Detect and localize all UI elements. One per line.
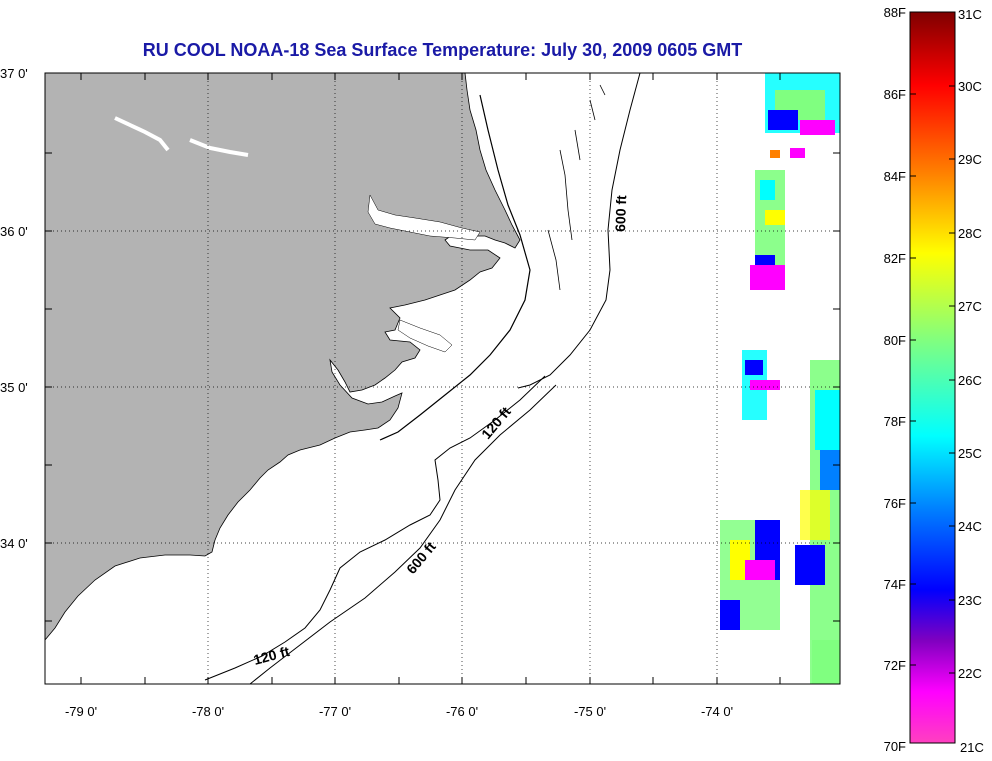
colorbar-f-label: 82F	[884, 251, 906, 266]
sandbars	[547, 84, 606, 291]
colorbar-f-label: 70F	[884, 739, 906, 754]
lat-tick-label: 36 0'	[0, 224, 28, 239]
axis-ticks	[45, 73, 840, 684]
colorbar-f-label: 88F	[884, 5, 906, 20]
contour-600ft-line-south	[249, 384, 557, 684]
colorbar	[909, 11, 956, 744]
river-upper	[114, 116, 249, 157]
colorbar-c-label: 30C	[958, 79, 982, 94]
lon-tick-label: -76 0'	[446, 704, 478, 719]
lon-tick-label: -79 0'	[65, 704, 97, 719]
colorbar-f-label: 80F	[884, 333, 906, 348]
contour-120ft-line	[204, 375, 546, 681]
map-title: RU COOL NOAA-18 Sea Surface Temperature:…	[142, 40, 743, 60]
sst-swath	[720, 73, 840, 684]
colorbar-c-label: 21C	[960, 740, 984, 755]
inland-water	[367, 194, 481, 241]
colorbar-c-label: 29C	[958, 152, 982, 167]
land-mass	[45, 73, 521, 641]
map-grid	[45, 73, 840, 684]
lon-tick-label: -74 0'	[701, 704, 733, 719]
contour-label-600ft-north: 600 ft	[612, 195, 629, 232]
plot-frame	[44, 72, 841, 685]
colorbar-c-label: 22C	[958, 666, 982, 681]
lat-tick-label: 34 0'	[0, 536, 28, 551]
colorbar-f-label: 86F	[884, 87, 906, 102]
contour-600ft-line	[517, 73, 641, 389]
lat-tick-label: 37 0'	[0, 66, 28, 81]
colorbar-c-label: 24C	[958, 519, 982, 534]
colorbar-f-label: 76F	[884, 496, 906, 511]
lon-tick-label: -77 0'	[319, 704, 351, 719]
lon-tick-label: -75 0'	[574, 704, 606, 719]
colorbar-ticks	[910, 85, 955, 674]
sound-inlet	[397, 319, 453, 353]
colorbar-c-label: 25C	[958, 446, 982, 461]
colorbar-f-label: 74F	[884, 577, 906, 592]
lat-tick-label: 35 0'	[0, 380, 28, 395]
colorbar-c-label: 27C	[958, 299, 982, 314]
colorbar-f-label: 84F	[884, 169, 906, 184]
colorbar-c-label: 23C	[958, 593, 982, 608]
colorbar-f-label: 72F	[884, 658, 906, 673]
colorbar-c-label: 28C	[958, 226, 982, 241]
colorbar-c-label: 26C	[958, 373, 982, 388]
lon-tick-label: -78 0'	[192, 704, 224, 719]
outer-banks	[379, 94, 531, 441]
colorbar-f-label: 78F	[884, 414, 906, 429]
colorbar-c-label: 31C	[958, 7, 982, 22]
